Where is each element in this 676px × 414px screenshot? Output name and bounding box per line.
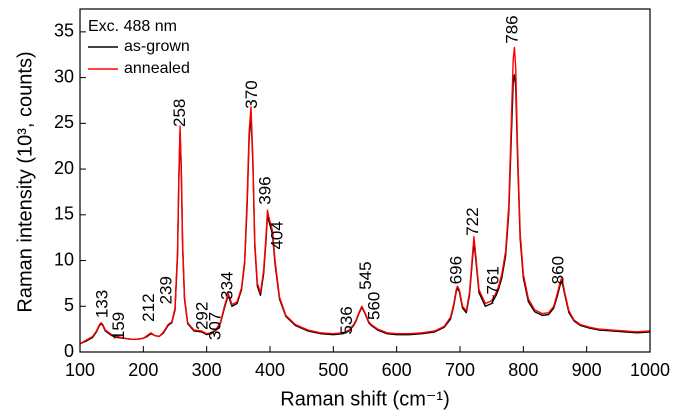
peak-label: 536 <box>337 306 356 334</box>
peak-label: 786 <box>503 15 522 43</box>
x-tick-label: 200 <box>128 360 158 380</box>
x-tick-label: 900 <box>572 360 602 380</box>
peak-label: 396 <box>256 176 275 204</box>
peak-label: 334 <box>218 271 237 299</box>
y-tick-label: 0 <box>64 341 74 361</box>
x-tick-label: 600 <box>382 360 412 380</box>
peak-label: 258 <box>170 99 189 127</box>
series-line <box>79 46 651 345</box>
peak-label: 159 <box>109 312 128 340</box>
legend-label: as-grown <box>124 38 190 55</box>
peak-label: 212 <box>139 293 158 321</box>
y-tick-label: 35 <box>54 21 74 41</box>
x-tick-label: 700 <box>445 360 475 380</box>
plot-frame <box>79 8 651 353</box>
x-axis-label: Raman shift (cm⁻¹) <box>280 388 449 410</box>
legend-label: annealed <box>124 60 190 77</box>
x-tick-label: 1000 <box>630 360 670 380</box>
peak-label: 696 <box>446 256 465 284</box>
x-tick-label: 800 <box>508 360 538 380</box>
y-tick-label: 5 <box>64 295 74 315</box>
y-tick-label: 30 <box>54 66 74 86</box>
peak-label: 722 <box>463 207 482 235</box>
peak-label: 307 <box>206 312 225 340</box>
peak-label: 560 <box>365 292 384 320</box>
peak-label: ~761 <box>484 266 503 304</box>
y-tick-label: 25 <box>54 112 74 132</box>
x-tick-label: 500 <box>318 360 348 380</box>
peak-label: 133 <box>92 290 111 318</box>
x-tick-label: 300 <box>192 360 222 380</box>
peak-label: 292 <box>192 302 211 330</box>
peak-label: 860 <box>548 256 567 284</box>
x-tick-label: 100 <box>65 360 95 380</box>
peak-label: 545 <box>356 261 375 289</box>
peak-label: 370 <box>242 80 261 108</box>
y-tick-label: 10 <box>54 249 74 269</box>
y-tick-label: 15 <box>54 204 74 224</box>
y-axis-label: Raman intensity (10³, counts) <box>14 51 36 312</box>
x-tick-label: 400 <box>255 360 285 380</box>
peak-label: 404 <box>268 221 287 249</box>
legend-title: Exc. 488 nm <box>88 18 177 35</box>
y-tick-label: 20 <box>54 158 74 178</box>
peak-label: 239 <box>156 276 175 304</box>
